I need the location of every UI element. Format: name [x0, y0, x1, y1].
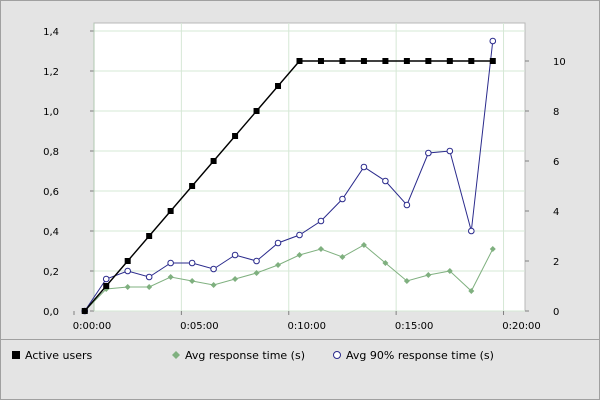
data-point: [360, 163, 368, 171]
data-point: [167, 208, 174, 214]
series-line: [84, 40, 494, 312]
data-point: [360, 242, 367, 248]
data-point: [124, 267, 131, 275]
legend-label: Active users: [25, 348, 93, 362]
data-point: [468, 227, 475, 235]
data-point: [382, 260, 389, 266]
data-point: [231, 251, 239, 259]
data-point: [102, 275, 110, 283]
data-point: [468, 288, 475, 294]
y-tick-label: 1,4: [43, 27, 59, 38]
series-line: [84, 60, 493, 312]
data-point: [167, 259, 174, 267]
data-point: [146, 284, 153, 290]
series-layer: [81, 37, 497, 315]
legend-label: Avg 90% response time (s): [346, 348, 494, 362]
data-point: [232, 133, 239, 139]
plot-area: [93, 22, 526, 312]
data-point: [446, 268, 453, 274]
data-point: [146, 233, 153, 239]
data-point: [360, 58, 367, 64]
legend-item-avg-90-response-time: Avg 90% response time (s): [332, 348, 494, 362]
legend-label: Avg response time (s): [185, 348, 305, 362]
y2-tick-label: 10: [553, 57, 566, 68]
y-tick-label: 0,0: [43, 307, 59, 318]
filled-square-marker-icon: [12, 351, 20, 359]
series-active-users: [81, 58, 496, 314]
data-point: [275, 262, 282, 268]
y2-tick-label: 2: [553, 257, 559, 268]
y-tick-label: 0,6: [43, 187, 59, 198]
data-point: [339, 195, 346, 203]
data-point: [124, 284, 131, 290]
y-tick-label: 1,2: [43, 67, 59, 78]
y-tick-label: 0,4: [43, 227, 59, 238]
data-point: [489, 246, 496, 252]
data-point: [232, 276, 239, 282]
legend-item-active-users: Active users: [11, 348, 92, 362]
data-point: [124, 258, 131, 264]
filled-diamond-marker-icon: [172, 351, 180, 359]
chart-svg: 0,0 0,2 0,4 0,6 0,8 1,0 1,2 1,4 0 2 4 6 8 10 0:00:00 0:…: [43, 22, 566, 332]
data-point: [253, 257, 260, 265]
x-tick-label: 0:05:00: [180, 321, 219, 332]
data-point: [446, 147, 454, 155]
data-point: [489, 37, 497, 45]
y2-tick-label: 4: [553, 207, 559, 218]
data-point: [425, 149, 432, 157]
data-point: [274, 239, 282, 247]
data-point: [188, 259, 196, 267]
data-point: [296, 58, 303, 64]
data-point: [167, 274, 174, 280]
data-point: [339, 254, 346, 260]
open-circle-marker-icon: [333, 351, 341, 359]
x-tick-label: 0:15:00: [395, 321, 434, 332]
data-point: [210, 265, 217, 273]
data-point: [403, 58, 410, 64]
data-point: [296, 231, 303, 239]
y2-tick-label: 0: [553, 307, 559, 318]
data-point: [189, 183, 196, 189]
x-tick-label: 0:20:00: [502, 321, 541, 332]
data-point: [253, 108, 260, 114]
data-point: [425, 58, 432, 64]
y-tick-label: 0,8: [43, 147, 59, 158]
data-point: [317, 217, 325, 225]
data-point: [275, 83, 282, 89]
data-point: [403, 201, 411, 209]
data-point: [317, 58, 324, 64]
y-tick-label: 1,0: [43, 107, 59, 118]
data-point: [81, 308, 88, 314]
data-point: [189, 278, 196, 284]
series-line: [84, 244, 494, 312]
axes: 0,0 0,2 0,4 0,6 0,8 1,0 1,2 1,4 0 2 4 6 8 10 0:00:00 0:…: [43, 23, 566, 332]
data-point: [210, 282, 217, 288]
x-tick-label: 0:10:00: [287, 321, 326, 332]
data-point: [339, 58, 346, 64]
data-point: [403, 278, 410, 284]
grid: [94, 23, 525, 312]
legend: Active users Avg response time (s) Avg 9…: [1, 339, 599, 399]
y2-tick-label: 8: [553, 107, 559, 118]
data-point: [425, 272, 432, 278]
y-tick-label: 0,2: [43, 267, 59, 278]
data-point: [253, 270, 260, 276]
x-tick-label: 0:00:00: [73, 321, 112, 332]
y2-tick-label: 6: [553, 157, 559, 168]
data-point: [489, 58, 496, 64]
data-point: [446, 58, 453, 64]
data-point: [103, 283, 110, 289]
data-point: [382, 58, 389, 64]
data-point: [145, 273, 153, 281]
data-point: [468, 58, 475, 64]
data-point: [317, 246, 324, 252]
data-point: [382, 177, 389, 185]
data-point: [296, 252, 303, 258]
legend-item-avg-response-time: Avg response time (s): [171, 348, 305, 362]
data-point: [210, 158, 217, 164]
